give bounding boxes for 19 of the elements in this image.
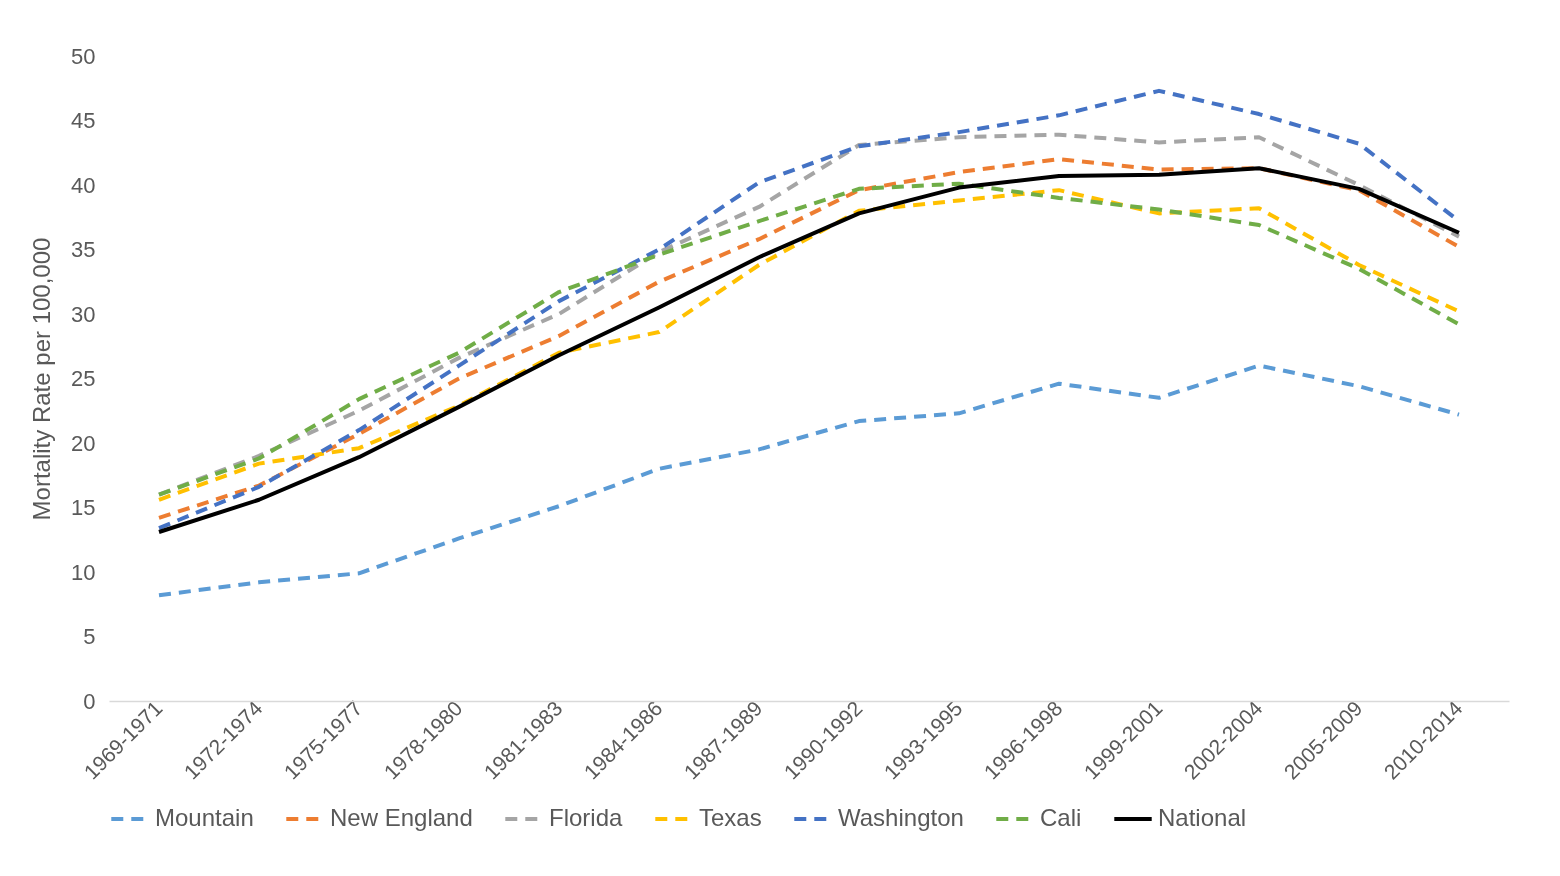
y-tick-label: 30 [71,301,96,327]
legend-label: New England [330,804,473,831]
y-tick-label: 5 [83,624,96,649]
y-tick-label: 20 [71,430,96,456]
y-axis-title: Mortality Rate per 100,000 [28,237,56,521]
y-tick-label: 40 [71,172,96,198]
line-series [157,363,1461,598]
legend-label: Washington [838,804,964,831]
legend-label: Florida [549,804,624,831]
y-tick-label: 45 [71,108,96,133]
y-tick-label: 25 [71,366,96,391]
legend-label: National [1158,804,1247,831]
y-tick-label: 10 [71,559,96,585]
legend-label: Mountain [155,804,254,831]
y-tick-label: 50 [71,43,96,69]
y-tick-label: 35 [71,237,96,262]
legend-label: Cali [1040,804,1082,831]
y-tick-label: 15 [71,495,96,520]
legend-label: Texas [699,804,762,831]
